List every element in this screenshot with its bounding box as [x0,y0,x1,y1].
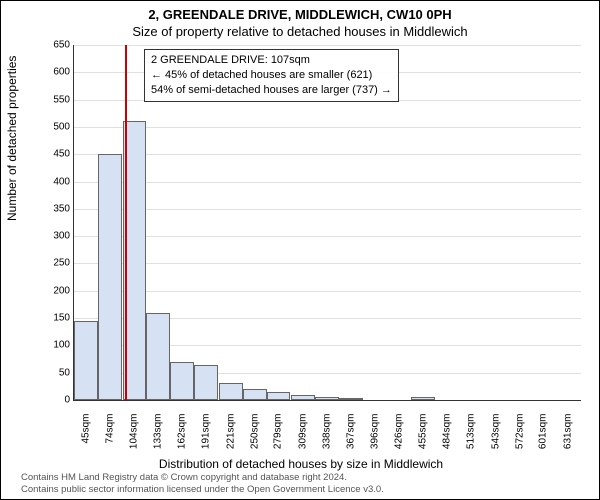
histogram-bar [219,383,243,400]
x-tick-label: 221sqm [225,414,236,464]
gridline [74,45,581,46]
page-subtitle: Size of property relative to detached ho… [1,24,599,39]
caption-line-1: Contains HM Land Registry data © Crown c… [21,472,347,483]
x-tick-label: 455sqm [418,414,429,464]
histogram-bar [74,321,98,400]
histogram-plot: 0501001502002503003504004505005506006504… [73,45,581,401]
gridline [74,236,581,237]
y-tick-label: 500 [40,121,70,132]
y-tick-label: 250 [40,258,70,269]
y-tick-label: 100 [40,340,70,351]
histogram-bar [146,313,170,400]
annotation-line: 2 GREENDALE DRIVE: 107sqm [151,53,392,68]
x-tick-label: 250sqm [249,414,260,464]
gridline [74,182,581,183]
y-tick-label: 150 [40,313,70,324]
x-tick-label: 543sqm [490,414,501,464]
y-tick-label: 650 [40,40,70,51]
histogram-bar [339,398,363,400]
x-tick-label: 367sqm [345,414,356,464]
y-tick-label: 550 [40,94,70,105]
gridline [74,154,581,155]
histogram-bar [243,389,267,400]
histogram-bar [194,365,218,401]
y-tick-label: 450 [40,149,70,160]
y-tick-label: 300 [40,231,70,242]
x-tick-label: 631sqm [563,414,574,464]
histogram-bar [315,397,339,400]
x-tick-label: 338sqm [322,414,333,464]
annotation-box: 2 GREENDALE DRIVE: 107sqm← 45% of detach… [144,49,399,102]
y-tick-label: 50 [40,367,70,378]
y-tick-label: 400 [40,176,70,187]
gridline [74,291,581,292]
histogram-bar [411,397,435,400]
x-tick-label: 104sqm [129,414,140,464]
gridline [74,263,581,264]
histogram-bar [98,154,122,400]
y-tick-label: 350 [40,203,70,214]
x-tick-label: 426sqm [394,414,405,464]
x-tick-label: 162sqm [177,414,188,464]
histogram-bar [170,362,194,400]
y-tick-label: 200 [40,285,70,296]
x-tick-label: 309sqm [298,414,309,464]
x-tick-label: 45sqm [80,414,91,464]
annotation-line: ← 45% of detached houses are smaller (62… [151,68,392,83]
y-tick-label: 0 [40,395,70,406]
gridline [74,209,581,210]
x-tick-label: 396sqm [369,414,380,464]
y-axis-label: Number of detached properties [5,56,19,221]
property-marker-line [125,45,127,400]
x-tick-label: 133sqm [153,414,164,464]
gridline [74,127,581,128]
x-tick-label: 513sqm [465,414,476,464]
histogram-bar [291,395,315,400]
y-tick-label: 600 [40,67,70,78]
x-axis-label: Distribution of detached houses by size … [1,457,600,471]
x-tick-label: 572sqm [514,414,525,464]
caption-line-2: Contains public sector information licen… [21,484,384,495]
x-tick-label: 279sqm [273,414,284,464]
x-tick-label: 484sqm [442,414,453,464]
page-title-address: 2, GREENDALE DRIVE, MIDDLEWICH, CW10 0PH [1,7,599,22]
x-tick-label: 601sqm [538,414,549,464]
histogram-bar [267,392,291,400]
annotation-line: 54% of semi-detached houses are larger (… [151,83,392,98]
x-tick-label: 191sqm [201,414,212,464]
x-tick-label: 74sqm [104,414,115,464]
